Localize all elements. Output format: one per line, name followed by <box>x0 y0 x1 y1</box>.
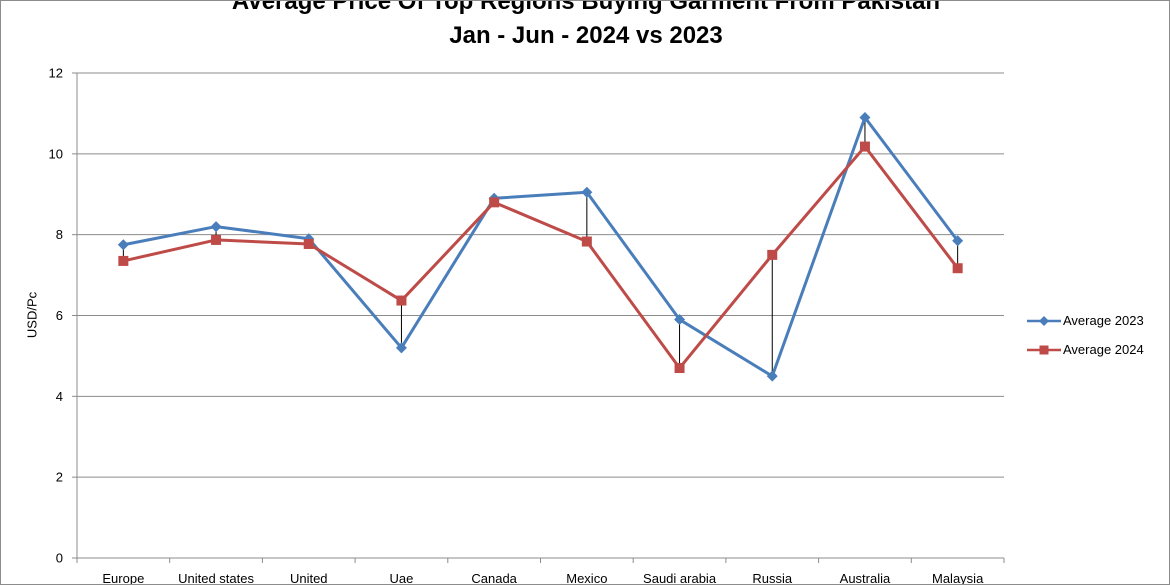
series-line-2023 <box>123 115 959 378</box>
series-lines <box>123 115 959 378</box>
y-axis-label: USD/Pc <box>24 291 40 339</box>
data-point-2024 <box>952 263 963 274</box>
axes <box>72 72 1005 563</box>
legend-label-2023: Average 2023 <box>1063 313 1144 328</box>
tick-labels: 0 2 4 6 8 10 12 Europe United states United Uae Can… <box>49 66 985 585</box>
data-point-2023 <box>581 186 593 198</box>
drop-lines <box>122 117 959 377</box>
chart-title: Average Price Of Top Regions Buying Garm… <box>231 0 941 15</box>
data-point-2024 <box>118 255 129 266</box>
data-point-2024 <box>489 197 500 208</box>
x-tick-label: Uae <box>390 571 414 585</box>
data-point-2024 <box>674 363 685 374</box>
data-point-2024 <box>303 238 314 249</box>
legend-marker-2024 <box>1027 345 1061 355</box>
data-point-2023 <box>674 314 686 326</box>
y-tick-label: 6 <box>56 308 63 323</box>
x-tick-label: United <box>290 571 328 585</box>
y-tick-label: 8 <box>56 227 63 242</box>
x-tick-label: Australia <box>840 571 891 585</box>
data-point-2024 <box>211 234 222 245</box>
gridlines <box>77 72 1004 478</box>
data-point-2024 <box>581 236 592 247</box>
data-point-2024 <box>859 141 870 152</box>
y-tick-label: 2 <box>56 470 63 485</box>
series-line-2024 <box>123 145 959 370</box>
data-point-2024 <box>767 249 778 260</box>
data-point-2023 <box>117 239 129 251</box>
y-tick-label: 4 <box>56 389 63 404</box>
series-markers <box>117 111 964 382</box>
data-point-2023 <box>766 370 778 382</box>
x-tick-label: Mexico <box>566 571 607 585</box>
data-point-2024 <box>396 295 407 306</box>
data-point-2023 <box>210 221 222 233</box>
x-tick-label: Russia <box>752 571 793 585</box>
x-tick-label: Saudi arabia <box>643 571 717 585</box>
x-tick-label: Canada <box>471 571 517 585</box>
data-point-2023 <box>395 342 407 354</box>
x-tick-label: United states <box>178 571 254 585</box>
legend-marker-2023 <box>1027 316 1061 326</box>
y-tick-label: 10 <box>49 146 63 161</box>
chart-subtitle: Jan - Jun - 2024 vs 2023 <box>449 22 723 49</box>
y-tick-label: 12 <box>49 66 63 81</box>
data-point-2023 <box>952 235 964 247</box>
y-tick-label: 0 <box>56 551 63 566</box>
legend-label-2024: Average 2024 <box>1063 342 1144 357</box>
data-point-2023 <box>859 111 871 123</box>
x-tick-label: Europe <box>102 571 144 585</box>
x-tick-label: Malaysia <box>932 571 984 585</box>
